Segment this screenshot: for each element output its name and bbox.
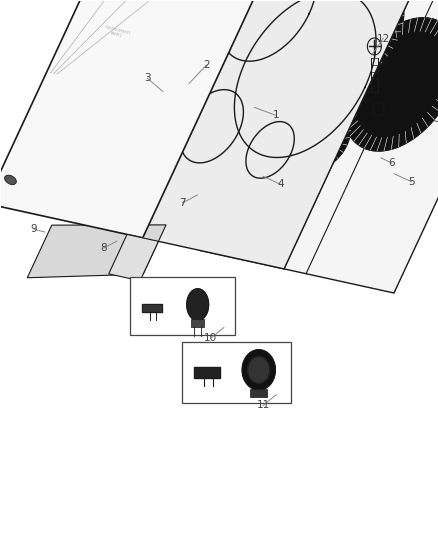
Polygon shape [245,122,293,178]
Polygon shape [234,0,375,158]
Polygon shape [219,0,316,61]
Polygon shape [242,350,275,390]
Text: 6: 6 [388,158,394,168]
Text: 5: 5 [407,176,414,187]
Polygon shape [247,357,269,383]
Polygon shape [199,0,438,293]
Bar [182,342,291,403]
Polygon shape [321,0,403,81]
Ellipse shape [4,175,16,184]
Text: 4: 4 [277,179,283,189]
Text: 8: 8 [100,243,107,253]
Text: 1: 1 [272,110,279,120]
Text: INSTRUMENT
PANEL: INSTRUMENT PANEL [102,26,131,41]
Polygon shape [141,304,162,312]
Polygon shape [301,112,350,169]
Text: 10: 10 [204,333,217,343]
Text: 11: 11 [256,400,269,410]
Bar [250,389,267,398]
Polygon shape [0,0,295,238]
Polygon shape [86,0,436,269]
Polygon shape [186,289,208,320]
Bar [130,277,234,335]
Text: 9: 9 [31,224,37,235]
Polygon shape [27,225,166,278]
Text: 3: 3 [144,73,151,83]
Polygon shape [343,18,438,151]
Text: 7: 7 [179,198,185,208]
Polygon shape [109,235,158,281]
Bar [191,319,204,327]
Text: 12: 12 [376,34,389,44]
Polygon shape [194,367,220,378]
Polygon shape [180,90,243,163]
Text: 2: 2 [203,60,209,70]
